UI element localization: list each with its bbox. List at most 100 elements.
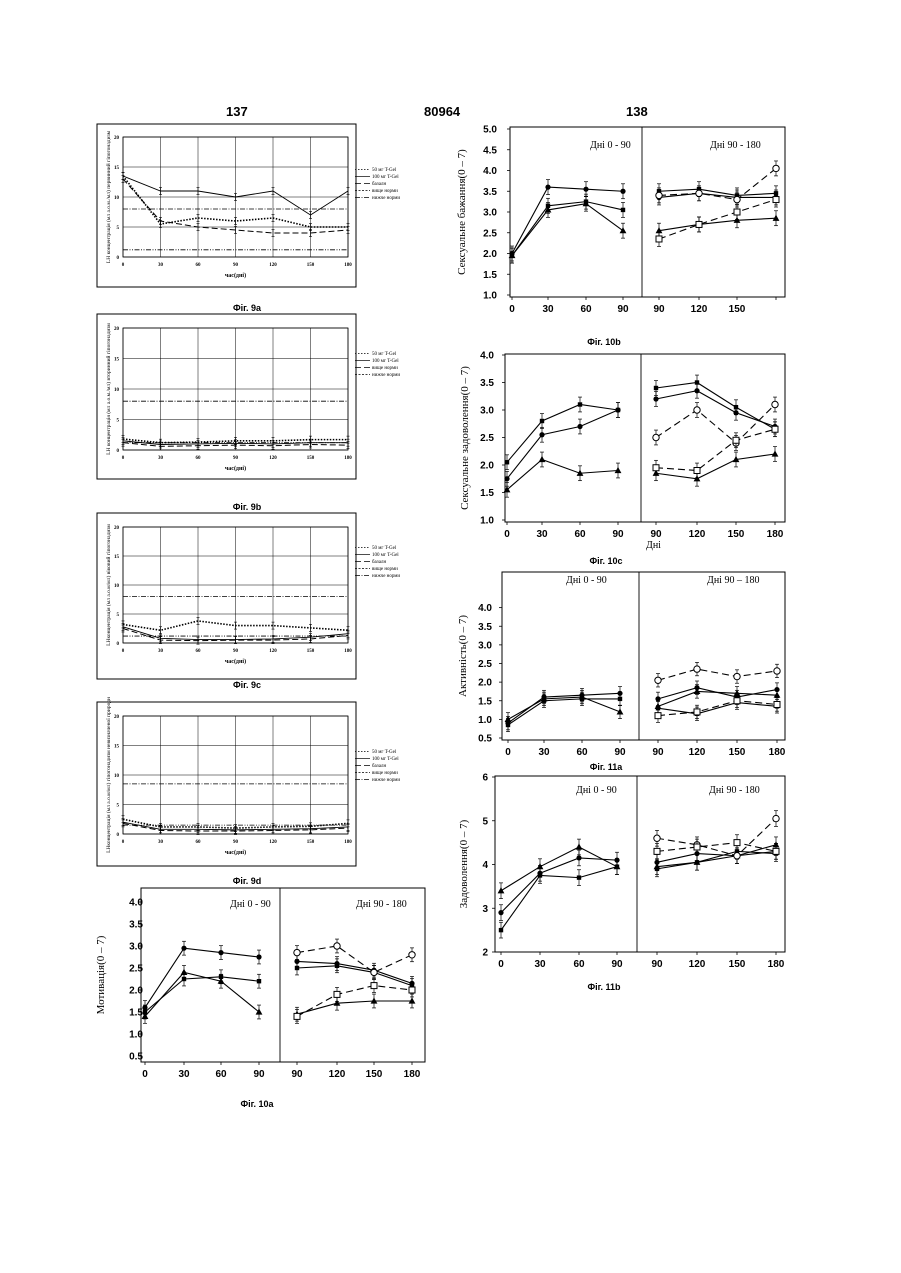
figure-caption: Фіг. 9а bbox=[233, 303, 262, 313]
marker-point bbox=[656, 236, 662, 242]
figure-caption: Фіг. 11b bbox=[587, 982, 621, 992]
marker-point bbox=[546, 204, 550, 208]
marker-point bbox=[654, 835, 660, 841]
marker-point bbox=[618, 697, 622, 701]
x-tick-label: 120 bbox=[269, 263, 277, 268]
legend-entry: базалн bbox=[372, 182, 386, 187]
marker-point bbox=[774, 701, 780, 707]
x-tick-label: 150 bbox=[307, 840, 315, 845]
series-line-1 bbox=[501, 858, 617, 913]
plot-area bbox=[502, 572, 785, 740]
x-tick-label: 30 bbox=[538, 747, 550, 758]
y-tick-label: 15 bbox=[114, 358, 120, 363]
figure-frame bbox=[97, 513, 356, 679]
chart-11a: 0.51.01.52.02.53.03.54.00306090901201501… bbox=[457, 572, 786, 772]
y-tick-label: 1.0 bbox=[478, 715, 492, 726]
y-tick-label: 2 bbox=[482, 948, 488, 959]
marker-point bbox=[694, 709, 700, 715]
chart-11b: 23456030609090120150180Дні 0 - 90Дні 90 … bbox=[458, 773, 785, 993]
y-tick-label: 1.0 bbox=[483, 291, 497, 302]
legend-entry: вище норми bbox=[372, 366, 398, 371]
y-tick-label: 2.0 bbox=[478, 678, 492, 689]
y-axis-label: Сексуальне задоволення(0 – 7) bbox=[459, 366, 471, 510]
chart-9c: 05101520030609012015018050 мг T-Gel100 м… bbox=[97, 513, 400, 690]
x-tick-label: 180 bbox=[344, 840, 352, 845]
series-line-2 bbox=[659, 218, 776, 230]
y-tick-label: 1.5 bbox=[129, 1008, 143, 1019]
x-tick-label: 30 bbox=[536, 529, 548, 540]
marker-point bbox=[653, 396, 658, 401]
marker-point bbox=[654, 848, 660, 854]
x-tick-label: 90 bbox=[652, 747, 664, 758]
series-line-2 bbox=[501, 847, 617, 891]
y-tick-label: 15 bbox=[114, 745, 120, 750]
marker-point bbox=[653, 465, 659, 471]
x-tick-label: 180 bbox=[344, 456, 352, 461]
y-tick-label: 0 bbox=[117, 833, 120, 838]
legend-entry: 100 мг T-Gel bbox=[372, 359, 399, 364]
x-tick-label: 90 bbox=[253, 1069, 265, 1080]
series-line-2 bbox=[508, 697, 620, 719]
x-tick-label: 30 bbox=[178, 1069, 190, 1080]
marker-point bbox=[616, 408, 620, 412]
x-tick-label: 150 bbox=[729, 304, 746, 315]
marker-point bbox=[773, 197, 779, 203]
y-tick-label: 3.5 bbox=[480, 378, 494, 389]
marker-point bbox=[334, 943, 340, 949]
marker-point bbox=[695, 860, 699, 864]
marker-point bbox=[773, 848, 779, 854]
marker-point bbox=[615, 864, 619, 868]
x-tick-label: 180 bbox=[767, 529, 784, 540]
x-tick-label: 60 bbox=[215, 1069, 227, 1080]
y-tick-label: 10 bbox=[114, 774, 120, 779]
x-tick-label: 150 bbox=[366, 1069, 383, 1080]
y-axis-label: Сексуальне бажання(0 – 7) bbox=[456, 149, 468, 275]
marker-point bbox=[505, 460, 509, 464]
segment-label: Дні 90 - 180 bbox=[709, 785, 760, 796]
marker-point bbox=[734, 209, 740, 215]
y-tick-label: 3.0 bbox=[129, 942, 143, 953]
x-tick-label: 120 bbox=[329, 1069, 346, 1080]
series-line-2 bbox=[507, 460, 618, 490]
y-tick-label: 4.0 bbox=[478, 603, 492, 614]
y-tick-label: 0 bbox=[117, 642, 120, 647]
legend-entry: базалн bbox=[372, 560, 386, 565]
marker-point bbox=[334, 991, 340, 997]
series-line-3 bbox=[508, 699, 620, 725]
marker-point bbox=[584, 199, 588, 203]
y-tick-label: 2.0 bbox=[480, 461, 494, 472]
legend-entry: нижче норми bbox=[372, 373, 400, 378]
marker-point bbox=[335, 964, 339, 968]
series-line-1 bbox=[507, 410, 618, 479]
x-tick-label: 90 bbox=[651, 959, 663, 970]
y-tick-label: 3 bbox=[482, 904, 488, 915]
x-tick-label: 90 bbox=[617, 304, 629, 315]
marker-point bbox=[734, 840, 740, 846]
marker-point bbox=[577, 875, 581, 879]
series-line-2 bbox=[657, 845, 776, 867]
marker-point bbox=[294, 1013, 300, 1019]
y-tick-label: 15 bbox=[114, 555, 120, 560]
chart-9b: 05101520030609012015018050 мг T-Gel100 м… bbox=[97, 314, 400, 512]
marker-point bbox=[615, 467, 622, 473]
marker-point bbox=[143, 1010, 147, 1014]
y-tick-label: 4.5 bbox=[483, 145, 497, 156]
x-tick-label: 60 bbox=[574, 529, 586, 540]
marker-point bbox=[774, 668, 780, 674]
figure-caption: Фіг. 10b bbox=[587, 337, 621, 347]
x-tick-label: 120 bbox=[689, 959, 706, 970]
marker-point bbox=[498, 910, 503, 915]
x-tick-label: 0 bbox=[122, 456, 125, 461]
marker-point bbox=[621, 208, 625, 212]
chart-9d: 05101520030609012015018050 мг T-Gel100 м… bbox=[97, 697, 400, 886]
legend-entry: 100 мг T-Gel bbox=[372, 553, 399, 558]
legend-entry: нижче норми bbox=[372, 574, 400, 579]
segment-label: Дні 90 – 180 bbox=[707, 575, 759, 586]
figure-caption: Фіг. 9b bbox=[233, 502, 262, 512]
series-line-3 bbox=[656, 383, 775, 430]
x-tick-label: 60 bbox=[573, 959, 585, 970]
marker-point bbox=[510, 253, 514, 257]
series-line-1 bbox=[512, 187, 623, 253]
marker-point bbox=[538, 873, 542, 877]
figure-caption: Фіг. 9d bbox=[233, 876, 262, 886]
